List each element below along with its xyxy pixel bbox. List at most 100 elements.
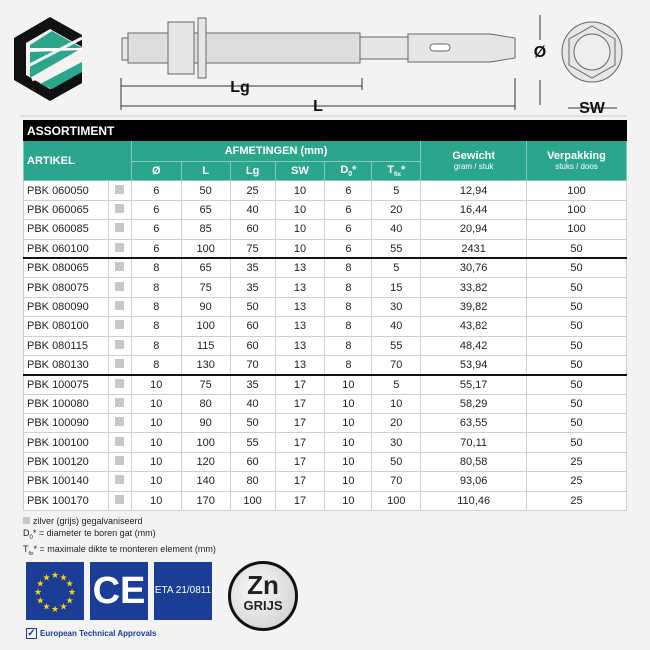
star-icon: ★ [51,570,59,580]
cell-d0: 10 [324,451,373,473]
cell-finish [107,490,132,512]
cell-gewicht: 58,29 [420,393,528,415]
cell-diameter: 8 [130,257,182,279]
cell-d0: 10 [324,393,373,415]
cell-l: 65 [180,257,231,279]
star-icon: ★ [66,596,74,606]
swatch-icon [115,223,125,233]
cell-l: 80 [180,393,231,415]
cell-artikel: PBK 060050 [23,180,109,201]
table-row: PBK 080100 8 100 60 13 8 40 43,82 50 [23,316,627,337]
cell-d0: 8 [324,316,373,337]
cell-artikel: PBK 080130 [23,354,109,376]
ce-mark: CE [90,562,148,620]
cell-l: 130 [180,354,231,376]
cell-tfix: 5 [371,373,422,395]
cell-verpakking: 25 [526,471,627,492]
dim-sw: SW [579,100,606,117]
star-icon: ★ [42,572,50,582]
cell-tfix: 5 [371,180,422,201]
cell-tfix: 20 [371,413,422,434]
note-finish: zilver (grijs) gegalvaniseerd [23,516,216,528]
cell-sw: 13 [274,354,326,376]
header-diameter: Ø [130,160,182,182]
cell-sw: 13 [274,257,326,279]
cell-verpakking: 50 [526,277,627,298]
cell-d0: 6 [324,219,373,240]
cell-lg: 35 [229,277,276,298]
cell-gewicht: 33,82 [420,277,528,298]
cell-finish [107,296,132,318]
cell-diameter: 8 [130,316,182,337]
cell-verpakking: 25 [526,490,627,512]
cell-lg: 50 [229,413,276,434]
swatch-icon [115,358,125,368]
cell-artikel: PBK 080115 [23,335,109,356]
cell-diameter: 8 [130,296,182,318]
cell-artikel: PBK 100075 [23,373,109,395]
star-icon: ★ [66,579,74,589]
cell-lg: 60 [229,316,276,337]
cell-finish [107,354,132,376]
cell-l: 115 [180,335,231,356]
cell-tfix: 20 [371,199,422,221]
cell-sw: 17 [274,490,326,512]
table-row: PBK 100140 10 140 80 17 10 70 93,06 25 [23,471,627,492]
swatch-icon [115,184,125,194]
cell-diameter: 6 [130,199,182,221]
cell-d0: 8 [324,296,373,318]
table-row: PBK 100120 10 120 60 17 10 50 80,58 25 [23,451,627,473]
cell-tfix: 30 [371,432,422,453]
table-row: PBK 080090 8 90 50 13 8 30 39,82 50 [23,296,627,318]
star-icon: ★ [42,602,50,612]
cell-diameter: 8 [130,335,182,356]
cell-lg: 35 [229,373,276,395]
table-row: PBK 100170 10 170 100 17 10 100 110,46 25 [23,490,627,512]
dim-lg: Lg [230,79,250,96]
cell-lg: 25 [229,180,276,201]
table-row: PBK 080075 8 75 35 13 8 15 33,82 50 [23,277,627,298]
zn-grijs-badge: Zn GRIJS [228,561,298,631]
cell-finish [107,393,132,415]
cell-tfix: 70 [371,354,422,376]
cell-artikel: PBK 080090 [23,296,109,318]
cell-finish [107,451,132,473]
cell-diameter: 8 [130,277,182,298]
swatch-icon [115,262,125,272]
cell-d0: 6 [324,180,373,201]
cell-d0: 6 [324,238,373,259]
cell-lg: 55 [229,432,276,453]
cell-sw: 13 [274,316,326,337]
cell-sw: 17 [274,451,326,473]
dim-l: L [313,98,323,115]
cell-finish [107,199,132,221]
table-row: PBK 080130 8 130 70 13 8 70 53,94 50 [23,354,627,376]
cell-diameter: 10 [130,451,182,473]
cell-verpakking: 25 [526,451,627,473]
cell-lg: 60 [229,335,276,356]
cell-finish [107,180,132,201]
cell-lg: 40 [229,199,276,221]
cell-gewicht: 110,46 [420,490,528,512]
cell-finish [107,238,132,259]
cell-sw: 17 [274,373,326,395]
checkbox-check-icon: ✓ [26,628,37,639]
cell-artikel: PBK 100100 [23,432,109,453]
cell-verpakking: 100 [526,180,627,201]
cell-verpakking: 50 [526,432,627,453]
swatch-icon [115,436,125,446]
cell-l: 85 [180,219,231,240]
cell-lg: 80 [229,471,276,492]
cell-artikel: PBK 100090 [23,413,109,434]
cell-finish [107,219,132,240]
cell-gewicht: 2431 [420,238,528,259]
cell-sw: 10 [274,238,326,259]
cell-tfix: 40 [371,316,422,337]
swatch-icon [115,242,125,252]
cell-artikel: PBK 100080 [23,393,109,415]
table-row: PBK 100075 10 75 35 17 10 5 55,17 50 [23,373,627,395]
eta-approvals: ✓ European Technical Approvals [26,628,157,639]
swatch-icon [115,378,125,388]
header-l: L [180,160,231,182]
cell-sw: 17 [274,393,326,415]
